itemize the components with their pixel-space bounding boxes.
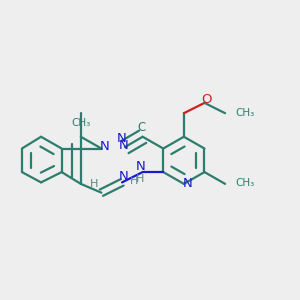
Text: CH₃: CH₃ <box>71 118 90 128</box>
Text: O: O <box>202 93 212 106</box>
Text: C: C <box>137 122 145 134</box>
Text: N: N <box>118 139 128 152</box>
Text: CH₃: CH₃ <box>236 178 255 188</box>
Text: N: N <box>118 170 128 183</box>
Text: N: N <box>100 140 109 153</box>
Text: N: N <box>182 177 192 190</box>
Text: N: N <box>135 160 145 173</box>
Text: N: N <box>117 132 127 145</box>
Text: CH₃: CH₃ <box>236 108 255 118</box>
Text: H: H <box>136 174 145 184</box>
Text: H: H <box>130 176 139 186</box>
Text: H: H <box>90 179 98 190</box>
